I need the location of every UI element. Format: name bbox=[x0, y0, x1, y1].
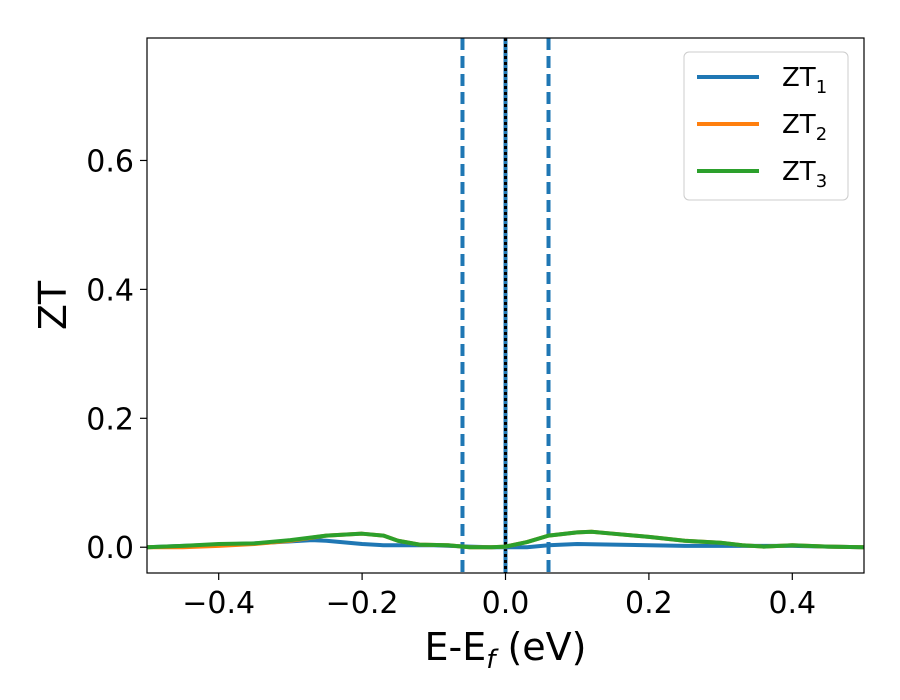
legend-label-3: ZT3 bbox=[782, 157, 827, 192]
x-tick-label: −0.4 bbox=[182, 586, 255, 621]
y-axis-label: ZT bbox=[31, 280, 75, 330]
x-axis-label: E-Ef (eV) bbox=[425, 625, 587, 675]
x-tick-label: 0.2 bbox=[625, 586, 673, 621]
axis-ticks: −0.4 −0.2 0.0 0.2 0.4 0.0 0.2 0.4 0.6 bbox=[86, 144, 816, 621]
x-tick-label: 0.4 bbox=[768, 586, 816, 621]
x-label-main: E-E bbox=[425, 625, 487, 669]
legend-label-1: ZT1 bbox=[782, 63, 827, 98]
series-line-3 bbox=[147, 529, 864, 550]
x-tick-label: 0.0 bbox=[482, 586, 530, 621]
legend-box bbox=[683, 51, 849, 201]
y-tick-label: 0.4 bbox=[86, 273, 134, 308]
legend-label-2: ZT2 bbox=[782, 110, 827, 145]
y-tick-label: 0.0 bbox=[86, 531, 134, 566]
legend: ZT1 ZT2 ZT3 bbox=[683, 51, 849, 201]
y-tick-label: 0.2 bbox=[86, 402, 134, 437]
x-label-unit: (eV) bbox=[495, 625, 586, 669]
y-tick-label: 0.6 bbox=[86, 144, 134, 179]
x-tick-label: −0.2 bbox=[326, 586, 399, 621]
